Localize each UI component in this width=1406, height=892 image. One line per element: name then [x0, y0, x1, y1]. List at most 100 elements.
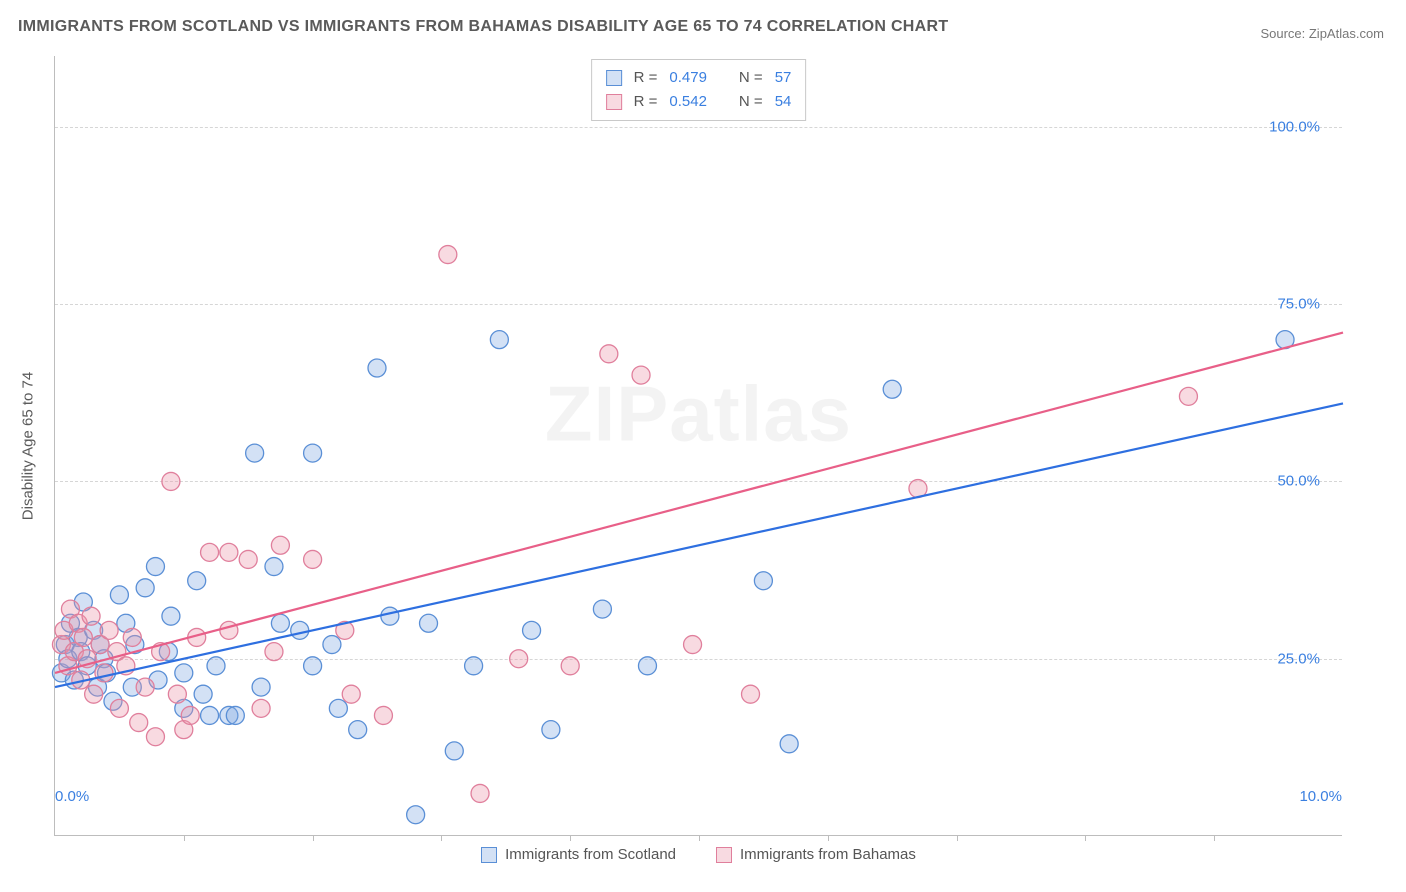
legend-swatch-scotland	[606, 70, 622, 86]
data-point	[100, 621, 118, 639]
x-tick-minor	[957, 835, 958, 841]
legend-n-label: N =	[739, 90, 763, 114]
data-point	[252, 699, 270, 717]
data-point	[304, 657, 322, 675]
legend-r-value-scotland: 0.479	[669, 66, 707, 90]
legend-r-label: R =	[634, 90, 658, 114]
x-tick-minor	[1085, 835, 1086, 841]
data-point	[420, 614, 438, 632]
data-point	[82, 607, 100, 625]
data-point	[201, 706, 219, 724]
data-point	[510, 650, 528, 668]
data-point	[684, 636, 702, 654]
data-point	[246, 444, 264, 462]
data-point	[593, 600, 611, 618]
data-point	[342, 685, 360, 703]
legend-label-scotland: Immigrants from Scotland	[505, 846, 676, 863]
legend-item-bahamas: Immigrants from Bahamas	[716, 846, 916, 863]
legend-swatch-scotland	[481, 847, 497, 863]
data-point	[85, 685, 103, 703]
legend-correlation: R = 0.479 N = 57 R = 0.542 N = 54	[591, 59, 807, 121]
data-point	[220, 543, 238, 561]
data-point	[883, 380, 901, 398]
data-point	[265, 643, 283, 661]
data-point	[220, 621, 238, 639]
data-point	[374, 706, 392, 724]
data-point	[207, 657, 225, 675]
x-tick-minor	[699, 835, 700, 841]
x-tick-minor	[570, 835, 571, 841]
data-point	[130, 714, 148, 732]
data-point	[162, 472, 180, 490]
data-point	[632, 366, 650, 384]
data-point	[304, 444, 322, 462]
data-point	[561, 657, 579, 675]
data-point	[265, 558, 283, 576]
data-point	[146, 728, 164, 746]
data-point	[239, 550, 257, 568]
legend-r-label: R =	[634, 66, 658, 90]
data-point	[201, 543, 219, 561]
data-point	[638, 657, 656, 675]
data-point	[542, 721, 560, 739]
plot-area: ZIPatlas R = 0.479 N = 57 R = 0.542 N = …	[54, 56, 1342, 836]
data-point	[329, 699, 347, 717]
x-tick-minor	[313, 835, 314, 841]
data-point	[439, 246, 457, 264]
data-point	[445, 742, 463, 760]
data-point	[523, 621, 541, 639]
data-point	[323, 636, 341, 654]
legend-swatch-bahamas	[606, 94, 622, 110]
data-point	[123, 628, 141, 646]
data-point	[490, 331, 508, 349]
data-point	[271, 614, 289, 632]
legend-label-bahamas: Immigrants from Bahamas	[740, 846, 916, 863]
x-tick-minor	[184, 835, 185, 841]
data-point	[146, 558, 164, 576]
data-point	[136, 579, 154, 597]
legend-row-scotland: R = 0.479 N = 57	[606, 66, 792, 90]
x-tick-minor	[441, 835, 442, 841]
chart-title: IMMIGRANTS FROM SCOTLAND VS IMMIGRANTS F…	[18, 18, 948, 36]
legend-r-value-bahamas: 0.542	[669, 90, 707, 114]
legend-series: Immigrants from Scotland Immigrants from…	[55, 846, 1342, 863]
data-point	[780, 735, 798, 753]
data-point	[194, 685, 212, 703]
y-axis-label: Disability Age 65 to 74	[20, 372, 37, 520]
data-point	[95, 664, 113, 682]
legend-swatch-bahamas	[716, 847, 732, 863]
data-point	[162, 607, 180, 625]
legend-item-scotland: Immigrants from Scotland	[481, 846, 676, 863]
data-point	[349, 721, 367, 739]
data-point	[381, 607, 399, 625]
y-tick-label: 75.0%	[1277, 296, 1320, 313]
correlation-chart: IMMIGRANTS FROM SCOTLAND VS IMMIGRANTS F…	[0, 0, 1406, 892]
x-tick-label: 0.0%	[55, 788, 89, 805]
data-point	[110, 699, 128, 717]
data-point	[754, 572, 772, 590]
legend-n-label: N =	[739, 66, 763, 90]
x-tick-label: 10.0%	[1299, 788, 1342, 805]
legend-n-value-bahamas: 54	[775, 90, 792, 114]
x-tick-minor	[1214, 835, 1215, 841]
y-tick-label: 100.0%	[1269, 118, 1320, 135]
scatter-svg	[55, 56, 1342, 835]
data-point	[136, 678, 154, 696]
data-point	[271, 536, 289, 554]
data-point	[600, 345, 618, 363]
data-point	[175, 664, 193, 682]
data-point	[742, 685, 760, 703]
data-point	[368, 359, 386, 377]
data-point	[465, 657, 483, 675]
y-tick-label: 50.0%	[1277, 473, 1320, 490]
data-point	[304, 550, 322, 568]
data-point	[407, 806, 425, 824]
data-point	[74, 628, 92, 646]
data-point	[226, 706, 244, 724]
data-point	[291, 621, 309, 639]
data-point	[168, 685, 186, 703]
x-tick-minor	[828, 835, 829, 841]
data-point	[252, 678, 270, 696]
source-label: Source: ZipAtlas.com	[1260, 26, 1384, 41]
data-point	[188, 572, 206, 590]
